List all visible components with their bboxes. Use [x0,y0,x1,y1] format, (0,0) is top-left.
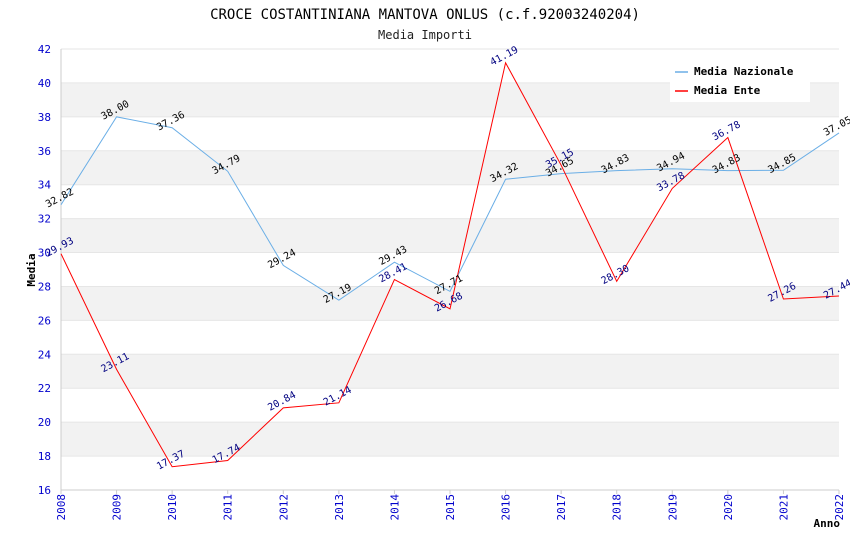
y-tick-label: 42 [38,43,51,56]
y-tick-label: 28 [38,280,51,293]
legend-box [670,60,810,102]
chart-subtitle: Media Importi [378,28,472,42]
series-line-ente [60,61,840,468]
data-label-ente: 20.84 [266,390,298,414]
chart-title: CROCE COSTANTINIANA MANTOVA ONLUS (c.f.9… [210,7,640,23]
y-tick-label: 26 [38,314,51,327]
x-tick-label: 2010 [166,494,179,521]
x-tick-label: 2017 [555,494,568,521]
grid-band [61,218,839,253]
legend: Media Nazionale Media Ente [670,60,810,102]
y-tick-label: 16 [38,484,51,497]
x-tick-label: 2018 [611,494,624,521]
y-tick-label: 22 [38,382,51,395]
grid-band [61,354,839,389]
x-tick-label: 2020 [722,494,735,521]
grid-band [61,286,839,321]
y-tick-label: 40 [38,77,51,90]
y-tick-label: 38 [38,111,51,124]
series-line-nazionale [60,116,840,301]
y-tick-label: 24 [38,348,52,361]
data-label-ente: 28.30 [600,263,632,287]
y-axis-label: Media [25,253,38,286]
x-tick-label: 2016 [500,494,513,521]
legend-label-ente: Media Ente [694,84,761,97]
x-tick-label: 2013 [333,494,346,521]
x-tick-label: 2022 [833,494,846,521]
x-tick-label: 2014 [388,494,401,521]
y-tick-label: 34 [38,179,52,192]
x-tick-label: 2019 [666,494,679,521]
x-tick-label: 2015 [444,494,457,521]
data-label-ente: 36.78 [711,119,743,143]
data-label-ente: 29.93 [44,236,76,260]
x-axis-label: Anno [814,517,841,530]
x-tick-label: 2008 [55,494,68,521]
y-tick-label: 20 [38,416,51,429]
x-tick-label: 2012 [277,494,290,521]
x-tick-label: 2021 [777,494,790,521]
y-tick-label: 32 [38,213,51,226]
grid-band [61,150,839,185]
y-tick-label: 18 [38,450,51,463]
grid-band [61,422,839,457]
series-lines [60,61,840,468]
x-tick-label: 2009 [111,494,124,521]
x-ticks: 2008 2009 2010 2011 2012 2013 2014 2015 2016 2017… [55,490,846,521]
legend-label-nazionale: Media Nazionale [694,65,794,78]
x-tick-label: 2011 [222,494,235,521]
data-label-ente: 41.19 [489,45,521,69]
y-ticks: 16 18 20 22 24 26 28 30 32 34 36 38 40 42 [38,43,52,497]
y-tick-label: 30 [38,247,51,260]
y-tick-label: 36 [38,145,51,158]
